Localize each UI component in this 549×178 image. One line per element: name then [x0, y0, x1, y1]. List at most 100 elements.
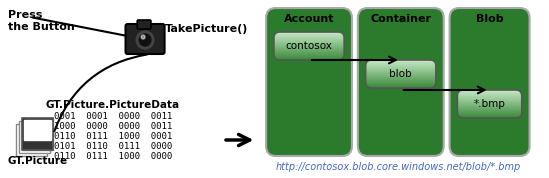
Bar [457, 111, 522, 112]
Bar [266, 151, 352, 154]
FancyBboxPatch shape [358, 8, 444, 156]
FancyBboxPatch shape [266, 8, 352, 156]
Bar [457, 108, 522, 109]
Bar [366, 80, 436, 81]
FancyBboxPatch shape [266, 8, 352, 156]
FancyBboxPatch shape [266, 8, 352, 156]
Bar [450, 85, 530, 87]
Bar [366, 85, 436, 86]
FancyBboxPatch shape [358, 8, 444, 156]
Bar [457, 108, 522, 109]
FancyBboxPatch shape [450, 8, 530, 156]
Bar [274, 40, 344, 41]
FancyBboxPatch shape [266, 8, 352, 156]
FancyBboxPatch shape [358, 8, 444, 156]
Bar [450, 139, 530, 142]
Bar [450, 104, 530, 107]
Bar [366, 82, 436, 83]
FancyBboxPatch shape [358, 8, 444, 156]
Bar [450, 87, 530, 90]
FancyBboxPatch shape [358, 8, 444, 156]
Bar [450, 89, 530, 92]
Bar [450, 48, 530, 50]
Bar [450, 11, 530, 13]
FancyBboxPatch shape [450, 8, 530, 156]
Bar [457, 106, 522, 107]
Bar [366, 69, 436, 70]
Bar [457, 98, 522, 99]
FancyBboxPatch shape [450, 8, 530, 156]
Bar [358, 55, 444, 58]
Bar [358, 28, 444, 31]
Bar [266, 30, 352, 33]
FancyBboxPatch shape [358, 8, 444, 156]
Bar [450, 35, 530, 38]
FancyBboxPatch shape [266, 8, 352, 156]
FancyBboxPatch shape [450, 8, 530, 156]
Bar [450, 144, 530, 147]
Bar [358, 99, 444, 102]
Bar [366, 67, 436, 68]
Bar [450, 92, 530, 95]
Bar [457, 105, 522, 106]
FancyBboxPatch shape [450, 8, 530, 156]
FancyBboxPatch shape [266, 8, 352, 156]
Bar [266, 55, 352, 58]
Bar [266, 124, 352, 127]
Bar [266, 60, 352, 63]
Bar [274, 44, 344, 45]
Bar [450, 23, 530, 26]
FancyBboxPatch shape [358, 8, 444, 156]
FancyBboxPatch shape [126, 24, 165, 54]
Bar [457, 109, 522, 110]
Bar [266, 40, 352, 43]
Circle shape [141, 35, 145, 39]
Bar [274, 54, 344, 56]
Bar [266, 20, 352, 23]
Bar [366, 63, 436, 64]
Bar [266, 75, 352, 78]
Bar [358, 144, 444, 147]
Bar [266, 43, 352, 46]
Bar [366, 70, 436, 71]
Bar [274, 52, 344, 53]
FancyBboxPatch shape [450, 8, 530, 156]
Bar [450, 97, 530, 100]
FancyBboxPatch shape [358, 8, 444, 156]
FancyBboxPatch shape [358, 8, 444, 156]
FancyBboxPatch shape [266, 8, 352, 156]
Bar [450, 102, 530, 105]
Bar [274, 35, 344, 36]
Bar [358, 139, 444, 142]
Bar [366, 77, 436, 78]
FancyBboxPatch shape [450, 8, 530, 156]
Bar [266, 52, 352, 55]
Bar [366, 62, 436, 63]
Bar [366, 75, 436, 76]
Bar [266, 114, 352, 117]
Bar [366, 76, 436, 77]
FancyBboxPatch shape [266, 8, 352, 156]
Bar [358, 82, 444, 85]
Bar [274, 53, 344, 54]
FancyBboxPatch shape [266, 8, 352, 156]
Bar [358, 104, 444, 107]
Bar [450, 15, 530, 18]
Bar [274, 39, 344, 40]
Bar [366, 83, 436, 85]
Bar [358, 117, 444, 119]
Bar [274, 32, 344, 33]
Bar [358, 65, 444, 68]
Bar [266, 33, 352, 36]
Bar [366, 87, 436, 88]
FancyBboxPatch shape [450, 8, 530, 156]
Bar [366, 70, 436, 71]
FancyBboxPatch shape [358, 8, 444, 156]
Bar [450, 13, 530, 16]
Bar [274, 45, 344, 46]
Bar [274, 55, 344, 56]
Circle shape [136, 31, 154, 49]
Bar [266, 119, 352, 122]
FancyBboxPatch shape [450, 8, 530, 156]
FancyBboxPatch shape [450, 8, 530, 156]
